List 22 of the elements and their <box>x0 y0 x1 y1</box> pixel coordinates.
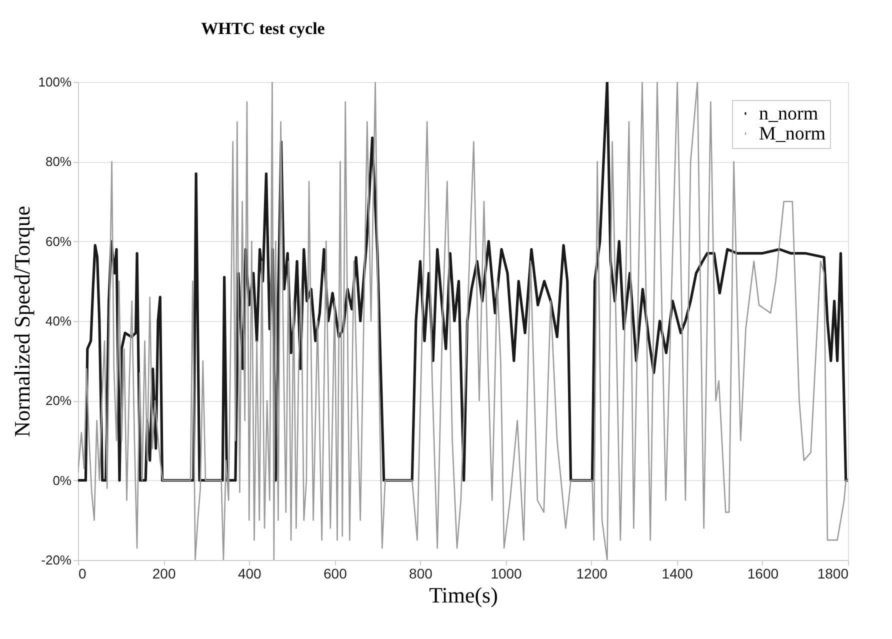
legend-label: M_norm <box>759 124 826 144</box>
x-tick-label: 400 <box>238 566 262 582</box>
y-tick-label: 60% <box>45 234 72 249</box>
x-tick-label: 600 <box>323 566 348 582</box>
x-tick-label: 1000 <box>490 566 522 582</box>
y-tick-label: 20% <box>45 393 72 408</box>
x-tick-label: 1600 <box>747 566 779 582</box>
chart-title: WHTC test cycle <box>201 19 326 38</box>
x-axis-title: Time(s) <box>429 582 498 608</box>
x-tick-label: 1400 <box>662 566 694 582</box>
y-axis-title: Normalized Speed/Torque <box>9 206 34 438</box>
x-tick-label: 800 <box>409 566 433 582</box>
y-tick-label: 100% <box>38 74 72 90</box>
x-tick-label: 0 <box>78 566 86 582</box>
y-tick-label: 80% <box>45 154 72 170</box>
x-tick-label: 1200 <box>576 566 608 582</box>
y-tick-label: 40% <box>45 314 72 328</box>
y-tick-label: -20% <box>41 552 72 568</box>
y-tick-label: 0% <box>52 472 72 488</box>
x-tick-label: 1800 <box>817 566 849 582</box>
legend-label: n_norm <box>759 104 818 124</box>
x-tick-label: 200 <box>152 566 176 582</box>
